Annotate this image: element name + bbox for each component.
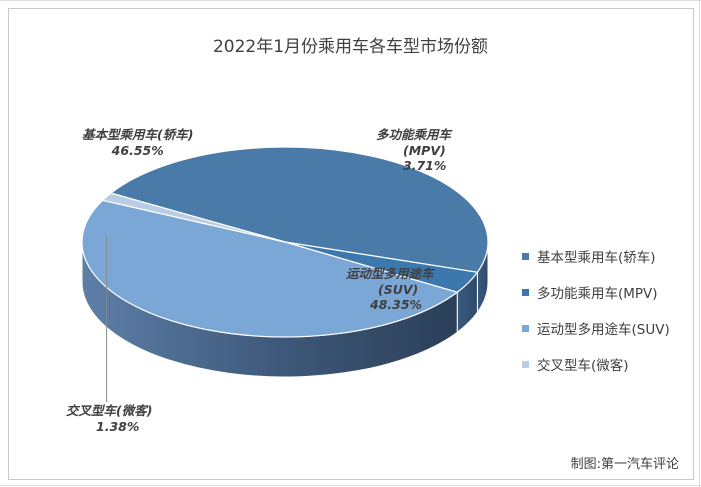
legend: 基本型乘用车(轿车) 多功能乘用车(MPV) 运动型多用途车(SUV) 交叉型车… <box>522 244 670 388</box>
legend-item-suv: 运动型多用途车(SUV) <box>522 316 670 340</box>
legend-label-sedan: 基本型乘用车(轿车) <box>537 250 656 266</box>
label-suv-name: 运动型多用途车 <box>346 266 434 281</box>
label-sedan-value: 46.55% <box>111 143 164 158</box>
label-micro-value: 1.38% <box>96 419 140 434</box>
pie-slice-0 <box>109 146 489 273</box>
label-suv-value: 48.35% <box>370 297 423 312</box>
label-suv: 运动型多用途车 (SUV) 48.35% <box>346 263 434 312</box>
label-suv-code: (SUV) <box>378 282 419 297</box>
credit-text: 制图:第一汽车评论 <box>570 457 679 472</box>
label-mpv-code: (MPV) <box>403 143 446 158</box>
legend-swatch-micro <box>522 360 529 368</box>
pie-slice-2 <box>81 199 459 338</box>
legend-item-micro: 交叉型车(微客) <box>522 352 670 376</box>
label-micro-name: 交叉型车(微客) <box>66 403 153 418</box>
legend-label-mpv: 多功能乘用车(MPV) <box>537 286 658 302</box>
pie-slice-3 <box>101 192 286 243</box>
legend-swatch-mpv <box>522 288 529 296</box>
chart-title: 2022年1月份乘用车各车型市场份额 <box>212 37 489 57</box>
legend-label-micro: 交叉型车(微客) <box>537 358 629 374</box>
legend-item-sedan: 基本型乘用车(轿车) <box>522 244 670 268</box>
legend-swatch-suv <box>522 324 529 332</box>
legend-swatch-sedan <box>522 252 529 260</box>
label-mpv-name: 多功能乘用车 <box>376 127 452 142</box>
label-micro: 交叉型车(微客) 1.38% <box>66 400 152 434</box>
label-sedan-name: 基本型乘用车(轿车) <box>82 127 194 142</box>
legend-item-mpv: 多功能乘用车(MPV) <box>522 280 670 304</box>
legend-label-suv: 运动型多用途车(SUV) <box>537 322 670 338</box>
label-mpv: 多功能乘用车 (MPV) 3.71% <box>376 124 451 173</box>
label-sedan: 基本型乘用车(轿车) 46.55% <box>82 124 193 158</box>
label-mpv-value: 3.71% <box>403 158 447 173</box>
